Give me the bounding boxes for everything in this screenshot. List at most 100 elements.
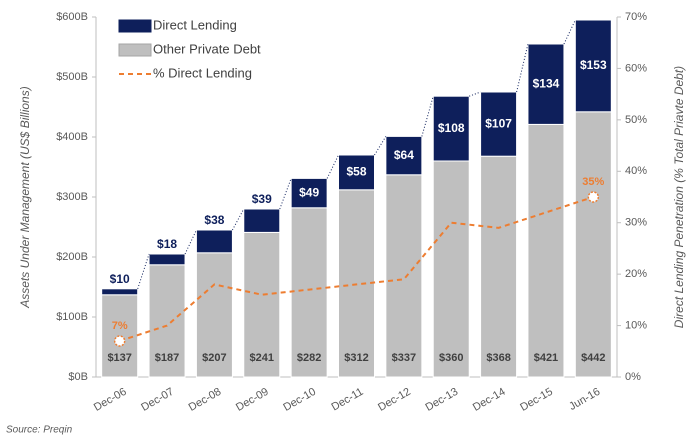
label-box: [481, 349, 516, 365]
connector: [421, 96, 434, 137]
data-label: $337: [392, 352, 416, 364]
data-label: $108: [438, 121, 465, 135]
y-tick-label: $200B: [56, 251, 88, 263]
bar-segment: [574, 19, 612, 113]
y-tick-label: $300B: [56, 191, 88, 203]
connector: [184, 229, 197, 255]
bar-segment: [574, 111, 612, 378]
data-label: $153: [580, 58, 607, 72]
data-label: $312: [344, 352, 368, 364]
y-tick-label: $600B: [56, 11, 88, 23]
data-label: $368: [486, 352, 510, 364]
label-box: [150, 349, 185, 365]
connector: [516, 43, 529, 93]
label-box: [292, 349, 327, 365]
x-tick-label: Dec-12: [376, 386, 413, 414]
line-label: 35%: [582, 176, 604, 188]
bar-segment: [432, 95, 470, 162]
x-tick-label: Dec-07: [139, 386, 176, 414]
bar-segment: [385, 174, 423, 378]
bar-segment: [243, 208, 281, 233]
label-box: [528, 349, 563, 365]
data-label: $38: [204, 213, 224, 227]
legend-label: Direct Lending: [153, 17, 237, 32]
bar-segment: [148, 253, 186, 266]
x-tick-label: Dec-11: [329, 386, 365, 414]
label-box: [197, 349, 232, 365]
legend-swatch: [118, 19, 152, 33]
data-label: $207: [202, 352, 226, 364]
source: Source: Preqin: [6, 425, 73, 436]
x-tick-label: Dec-09: [234, 386, 271, 414]
y2-tick-label: 0%: [625, 371, 641, 383]
data-label: $64: [394, 148, 414, 162]
legend-swatch: [118, 43, 152, 57]
line-marker: [113, 335, 126, 347]
data-label: $107: [485, 116, 512, 130]
y2-tick-label: 10%: [625, 319, 647, 331]
bar-segment: [480, 91, 518, 157]
bar-segment: [432, 160, 470, 378]
data-label: $10: [110, 272, 130, 286]
x-tick-label: Dec-13: [423, 386, 460, 414]
connector: [279, 178, 292, 210]
y-axis-label: Assets Under Management (US$ Billions): [18, 86, 32, 308]
data-label: $282: [297, 352, 321, 364]
label-box: [244, 349, 279, 365]
line: [119, 196, 594, 342]
x-tick-label: Jun-16: [567, 386, 602, 413]
label-box: [576, 349, 611, 365]
connector: [231, 208, 245, 231]
x-tick-label: Dec-10: [281, 386, 318, 414]
data-label: $421: [534, 352, 558, 364]
connector: [563, 19, 576, 45]
legend-label: Other Private Debt: [153, 41, 261, 56]
data-label: $442: [581, 352, 605, 364]
y2-tick-label: 50%: [625, 114, 647, 126]
y-tick-label: $400B: [56, 131, 88, 143]
label-box: [102, 349, 137, 365]
bar-segment: [338, 189, 375, 378]
connector: [326, 154, 339, 179]
data-label: $49: [299, 185, 319, 199]
y2-tick-label: 30%: [625, 217, 647, 229]
data-label: $360: [439, 352, 463, 364]
bar-segment: [338, 154, 375, 191]
y2-tick-label: 20%: [625, 268, 647, 280]
data-label: $58: [346, 165, 366, 179]
y2-tick-label: 70%: [625, 11, 647, 23]
bar-segment: [195, 229, 233, 254]
line-marker: [587, 191, 600, 203]
bar-segment: [385, 135, 423, 176]
data-label: $18: [157, 237, 177, 251]
bar-segment: [480, 155, 518, 378]
connector: [137, 253, 150, 289]
data-label: $187: [155, 352, 179, 364]
data-label: $241: [250, 352, 274, 364]
x-tick-label: Dec-06: [92, 386, 129, 414]
y2-tick-label: 40%: [625, 165, 647, 177]
bar-segment: [101, 288, 139, 296]
label-box: [434, 349, 469, 365]
x-tick-label: Dec-08: [187, 386, 224, 414]
y2-axis-label: Direct Lending Penetration (% Total Pria…: [672, 66, 686, 328]
data-label: $137: [107, 352, 131, 364]
connector: [469, 91, 481, 97]
bar-segment: [527, 123, 565, 378]
data-label: $39: [252, 192, 272, 206]
x-tick-label: Dec-15: [518, 386, 555, 414]
bar-segment: [290, 177, 328, 209]
y2-tick-label: 60%: [625, 62, 647, 74]
data-label: $134: [533, 76, 560, 90]
line-label: 7%: [112, 320, 128, 332]
connector: [374, 136, 387, 156]
y-tick-label: $100B: [56, 311, 88, 323]
x-tick-label: Dec-14: [471, 386, 508, 414]
legend-label: % Direct Lending: [153, 65, 252, 80]
label-box: [339, 349, 374, 365]
y-tick-label: $0B: [68, 371, 88, 383]
y-tick-label: $500B: [56, 71, 88, 83]
bar-segment: [527, 43, 565, 125]
label-box: [386, 349, 421, 365]
